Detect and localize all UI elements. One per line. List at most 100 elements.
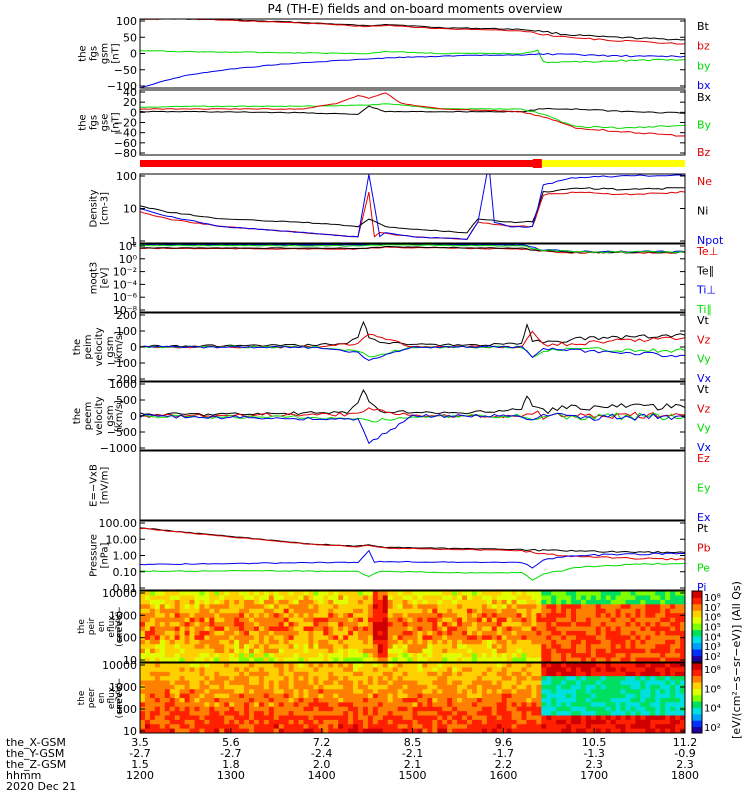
heatmap-cell: [219, 622, 225, 627]
heatmap-cell: [615, 680, 621, 686]
heatmap-cell: [655, 706, 661, 712]
heatmap-cell: [179, 617, 185, 623]
heatmap-cell: [427, 591, 433, 596]
heatmap-cell: [303, 698, 309, 703]
heatmap-cell: [615, 653, 621, 658]
heatmap-cell: [605, 608, 612, 614]
heatmap-cell: [427, 595, 433, 601]
heatmap-cell: [308, 617, 314, 623]
heatmap-cell: [293, 715, 299, 721]
heatmap-cell: [585, 613, 592, 619]
heatmap-cell: [189, 657, 195, 663]
heatmap-cell: [288, 608, 294, 614]
heatmap-cell: [471, 684, 478, 690]
heatmap-cell: [154, 706, 161, 712]
heatmap-cell: [263, 639, 270, 645]
heatmap-cell: [660, 689, 666, 695]
heatmap-cell: [348, 719, 354, 725]
heatmap-cell: [184, 728, 190, 734]
heatmap-cell: [571, 684, 577, 690]
heatmap-cell: [377, 667, 384, 673]
heatmap-cell: [164, 599, 171, 605]
heatmap-cell: [660, 591, 666, 596]
heatmap-cell: [680, 617, 686, 623]
heatmap-cell: [199, 680, 205, 686]
heatmap-cell: [149, 684, 156, 690]
heatmap-cell: [204, 639, 210, 645]
heatmap-cell: [412, 622, 418, 627]
heatmap-cell: [620, 599, 626, 605]
heatmap-cell: [313, 684, 319, 690]
heatmap-cell: [407, 591, 413, 596]
heatmap-cell: [680, 604, 686, 610]
heatmap-cell: [229, 667, 235, 673]
heatmap-cell: [412, 613, 418, 619]
heatmap-cell: [630, 719, 636, 725]
heatmap-cell: [298, 608, 304, 614]
heatmap-cell: [308, 635, 314, 641]
heatmap-cell: [392, 680, 399, 686]
heatmap-cell: [140, 648, 146, 654]
heatmap-cell: [417, 657, 423, 663]
x-row-label: the_Z-GSM: [6, 758, 66, 771]
heatmap-cell: [576, 595, 582, 601]
heatmap-cell: [174, 684, 181, 690]
heatmap-cell: [640, 653, 646, 658]
series-line-Pb: [140, 527, 685, 561]
heatmap-cell: [348, 626, 354, 632]
heatmap-cell: [392, 591, 399, 596]
colorbar-tick-label: 10²: [704, 723, 721, 734]
heatmap-cell: [348, 613, 354, 619]
heatmap-cell: [675, 680, 681, 686]
heatmap-cell: [640, 711, 646, 716]
heatmap-cell: [382, 608, 389, 614]
heatmap-cell: [580, 676, 587, 681]
heatmap-cell: [595, 711, 602, 716]
plot-title: P4 (TH-E) fields and on-board moments ov…: [267, 2, 562, 16]
heatmap-cell: [496, 684, 503, 690]
heatmap-cell: [318, 635, 324, 641]
heatmap-cell: [571, 698, 577, 703]
colorbar-tick-label: 10²: [704, 652, 721, 663]
heatmap-cell: [348, 671, 354, 677]
heatmap-cell: [655, 693, 661, 699]
heatmap-cell: [680, 622, 686, 627]
heatmap-cell: [496, 644, 503, 650]
heatmap-cell: [665, 608, 671, 614]
heatmap-cell: [372, 689, 379, 695]
heatmap-cell: [402, 657, 408, 663]
heatmap-cell: [338, 702, 344, 708]
heatmap-cell: [556, 635, 562, 641]
heatmap-cell: [258, 719, 265, 725]
heatmap-cell: [442, 684, 448, 690]
heatmap-cell: [382, 657, 389, 663]
heatmap-cell: [174, 648, 181, 654]
heatmap-cell: [645, 706, 651, 712]
heatmap-cell: [437, 648, 443, 654]
heatmap-cell: [566, 715, 572, 721]
heatmap-cell: [521, 653, 527, 658]
heatmap-cell: [615, 608, 621, 614]
heatmap-cell: [253, 706, 260, 712]
heatmap-cell: [457, 608, 463, 614]
heatmap-cell: [219, 657, 225, 663]
y-axis-label: peim: [83, 334, 94, 359]
heatmap-cell: [511, 608, 517, 614]
heatmap-cell: [313, 698, 319, 703]
heatmap-cell: [630, 693, 636, 699]
heatmap-cell: [239, 595, 245, 601]
heatmap-cell: [620, 689, 626, 695]
heatmap-cell: [476, 613, 483, 619]
heatmap-cell: [298, 622, 304, 627]
heatmap-cell: [278, 626, 285, 632]
heatmap-cell: [244, 715, 250, 721]
heatmap-cell: [273, 617, 280, 623]
heatmap-cell: [615, 630, 621, 636]
y-axis-label: [mV/m]: [100, 467, 111, 505]
heatmap-cell: [675, 617, 681, 623]
heatmap-cell: [645, 667, 651, 673]
heatmap-cell: [298, 702, 304, 708]
heatmap-cell: [526, 608, 532, 614]
heatmap-cell: [432, 693, 438, 699]
heatmap-cell: [625, 671, 631, 677]
